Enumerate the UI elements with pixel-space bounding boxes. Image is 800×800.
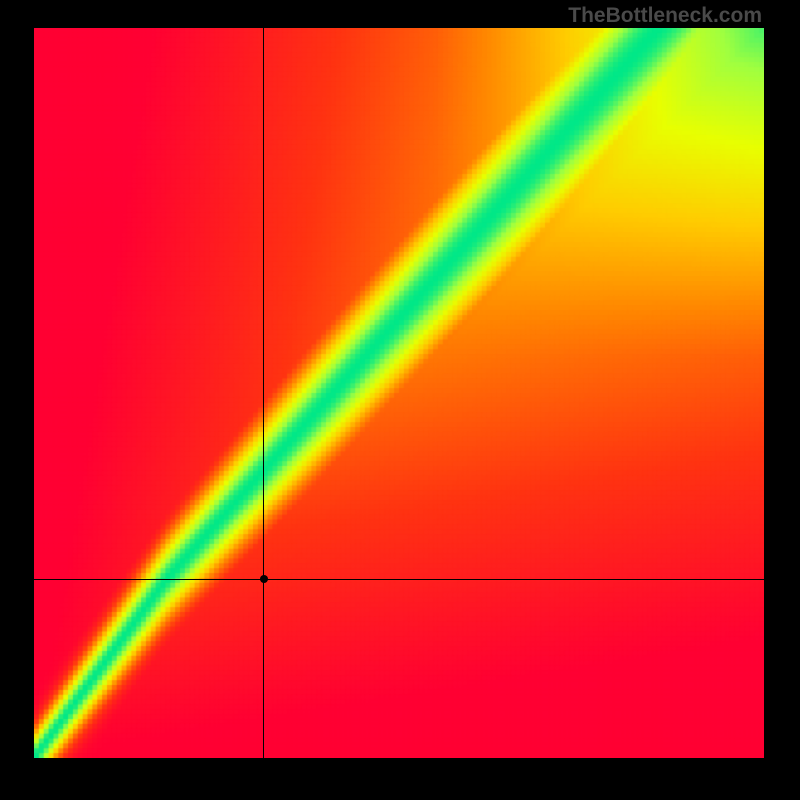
- crosshair-vertical: [263, 28, 264, 758]
- heatmap-canvas: [34, 28, 764, 758]
- watermark-text: TheBottleneck.com: [568, 4, 762, 28]
- crosshair-horizontal: [34, 579, 764, 580]
- heatmap-plot: [34, 28, 764, 758]
- marker-dot: [260, 575, 268, 583]
